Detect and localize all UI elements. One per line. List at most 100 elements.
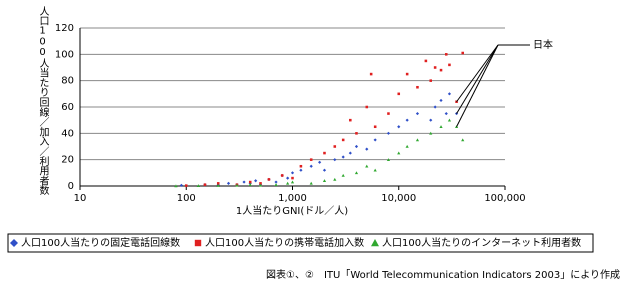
data-point <box>386 158 391 161</box>
data-point <box>433 66 437 69</box>
data-point <box>242 180 246 184</box>
data-point <box>333 177 337 181</box>
data-point <box>203 183 207 186</box>
source-note: 図表①、② ITU「World Telecommunication Indica… <box>266 268 620 281</box>
data-point <box>333 158 337 162</box>
data-point <box>461 51 464 55</box>
y-tick-label: 80 <box>61 76 74 87</box>
data-point <box>354 144 359 149</box>
annotation: 日本 <box>533 38 553 51</box>
data-point <box>439 125 443 129</box>
data-point <box>397 125 401 129</box>
y-axis-label: 人口100人当たり回線／加入／利用者数 <box>37 6 49 196</box>
legend-label: 人口100人当たりの固定電話回線数 <box>21 236 180 249</box>
annotation-line <box>456 44 499 103</box>
data-point <box>405 72 409 76</box>
data-point <box>429 79 433 82</box>
data-point <box>373 168 377 172</box>
data-point <box>424 59 428 63</box>
data-point <box>439 98 443 103</box>
data-point <box>341 138 345 142</box>
data-point <box>447 118 452 122</box>
data-point <box>405 118 409 122</box>
data-point <box>429 131 433 135</box>
data-point <box>309 158 313 161</box>
data-point <box>274 180 278 184</box>
data-point <box>322 179 327 183</box>
data-point <box>341 173 345 177</box>
legend-marker <box>194 239 202 247</box>
x-tick-label: 10 <box>74 193 87 204</box>
data-point <box>254 179 258 183</box>
legend-marker <box>10 239 18 247</box>
data-point <box>386 131 391 135</box>
data-point <box>286 181 290 185</box>
annotation-line <box>456 44 499 114</box>
data-point <box>397 92 401 96</box>
data-point <box>355 132 358 135</box>
data-point <box>365 147 369 151</box>
data-point <box>429 118 433 122</box>
legend-label: 人口100人当たりのインターネット利用者数 <box>382 236 581 249</box>
data-point <box>290 171 295 175</box>
legend-marker <box>371 239 379 247</box>
data-point <box>259 182 262 185</box>
data-point <box>299 168 303 172</box>
annotation-line <box>456 44 499 127</box>
data-point <box>397 151 401 155</box>
data-point <box>369 72 373 76</box>
data-point <box>439 68 443 72</box>
data-point <box>365 105 369 109</box>
data-point <box>179 183 183 187</box>
x-tick-label: 100,000 <box>484 193 525 204</box>
data-point <box>447 92 452 96</box>
legend-label: 人口100人当たりの携帯電話加入数 <box>205 236 364 249</box>
y-tick-label: 120 <box>55 23 74 34</box>
data-point <box>280 174 284 177</box>
data-point <box>309 181 313 185</box>
data-point <box>444 53 448 56</box>
data-point <box>416 85 419 89</box>
data-point <box>299 164 303 168</box>
data-point <box>341 155 345 159</box>
data-point <box>291 176 294 180</box>
data-point <box>333 145 337 148</box>
x-tick-label: 100 <box>177 193 196 204</box>
data-point <box>174 184 178 188</box>
data-point <box>248 180 252 184</box>
data-point <box>365 164 369 168</box>
data-point <box>184 184 188 187</box>
data-point <box>415 138 420 142</box>
data-point <box>318 160 322 164</box>
data-point <box>461 138 465 142</box>
data-point <box>248 183 252 186</box>
data-point <box>349 118 352 122</box>
legend-box <box>7 233 594 253</box>
y-tick-label: 60 <box>61 102 74 113</box>
data-point <box>373 125 377 129</box>
data-point <box>373 138 377 142</box>
data-point <box>387 112 390 115</box>
data-point <box>290 180 295 184</box>
data-point <box>415 111 420 116</box>
data-point <box>216 182 220 185</box>
data-point <box>286 176 290 180</box>
x-axis-label: 1人当たりGNI(ドル／人) <box>236 204 348 217</box>
y-tick-label: 40 <box>61 128 74 139</box>
y-tick-label: 0 <box>68 181 74 192</box>
data-point <box>258 183 263 187</box>
data-point <box>405 144 409 148</box>
data-point <box>322 168 327 172</box>
data-point <box>354 171 359 175</box>
data-point <box>196 184 200 188</box>
x-tick-label: 1,000 <box>278 193 307 204</box>
data-point <box>433 105 437 109</box>
x-tick-label: 10,000 <box>381 193 416 204</box>
data-point <box>216 184 220 187</box>
y-tick-label: 100 <box>55 49 74 60</box>
data-point <box>235 183 239 187</box>
data-point <box>348 151 352 155</box>
data-point <box>444 111 448 116</box>
data-point <box>448 63 451 67</box>
